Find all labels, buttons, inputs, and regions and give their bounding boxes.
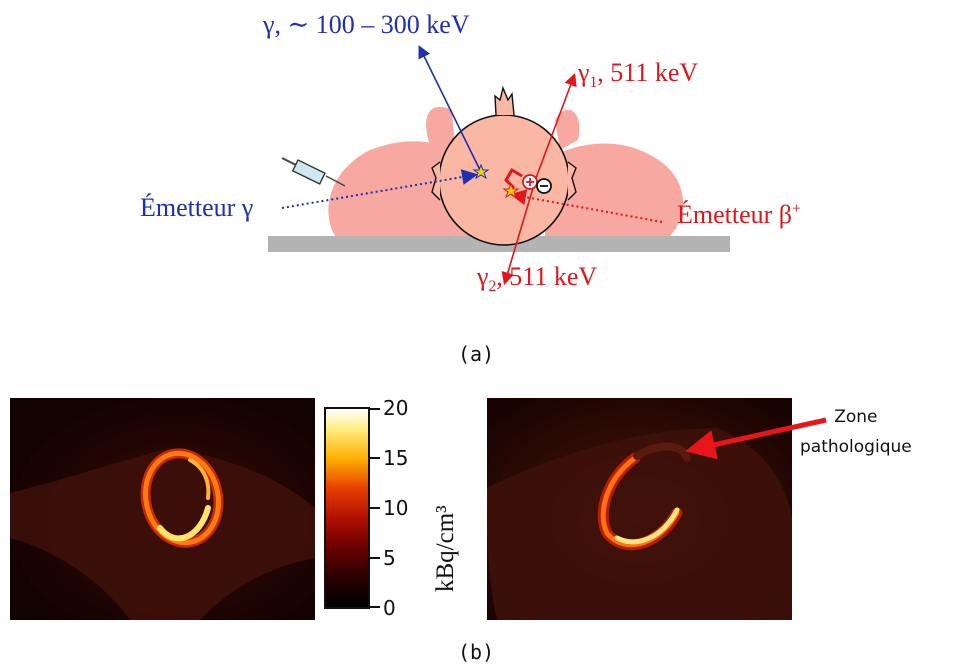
colorbar-tick-5: 5: [383, 546, 396, 570]
colorbar-tick-20: 20: [383, 396, 409, 420]
colorbar-tick-0: 0: [383, 596, 396, 620]
gamma-energy-label: γ, ∼ 100 – 300 keV: [263, 10, 470, 39]
colorbar-tick-10: 10: [383, 496, 409, 520]
patient-body: [328, 106, 684, 236]
colorbar-unit-label: kBq/cm³: [432, 505, 459, 592]
beta-emitter-pointer: [510, 189, 663, 223]
colorbar-tick-marks: [370, 407, 380, 609]
syringe-icon: [281, 157, 346, 187]
patient-head: [431, 85, 577, 246]
beta-source-star-icon: [502, 182, 520, 199]
pet-scan-pathological: [487, 398, 792, 620]
colorbar-tick-15: 15: [383, 446, 409, 470]
gamma-source-star-icon: [472, 163, 490, 180]
zone-label-line1: Zone: [834, 407, 878, 427]
positron-icon: [522, 174, 538, 190]
colorbar: [324, 407, 370, 609]
gamma-ray-arrow: [418, 45, 481, 171]
beta-emitter-label: Émetteur β+: [677, 200, 801, 229]
gamma2-arrow: [501, 177, 537, 286]
gamma-emitter-label: Émetteur γ: [140, 193, 254, 222]
zone-label-line2: pathologique: [800, 437, 912, 457]
electron-icon: [536, 178, 552, 194]
gamma2-energy-label: γ2, 511 keV: [477, 262, 598, 296]
pathological-zone-label: Zone pathologique: [800, 402, 912, 462]
gamma1-energy-label: γ1, 511 keV: [578, 58, 699, 92]
pet-scan-normal: [10, 398, 315, 620]
caption-a: (a): [458, 342, 495, 366]
caption-b: (b): [458, 640, 495, 664]
gamma1-arrow: [535, 73, 577, 179]
positron-path: [504, 167, 523, 190]
